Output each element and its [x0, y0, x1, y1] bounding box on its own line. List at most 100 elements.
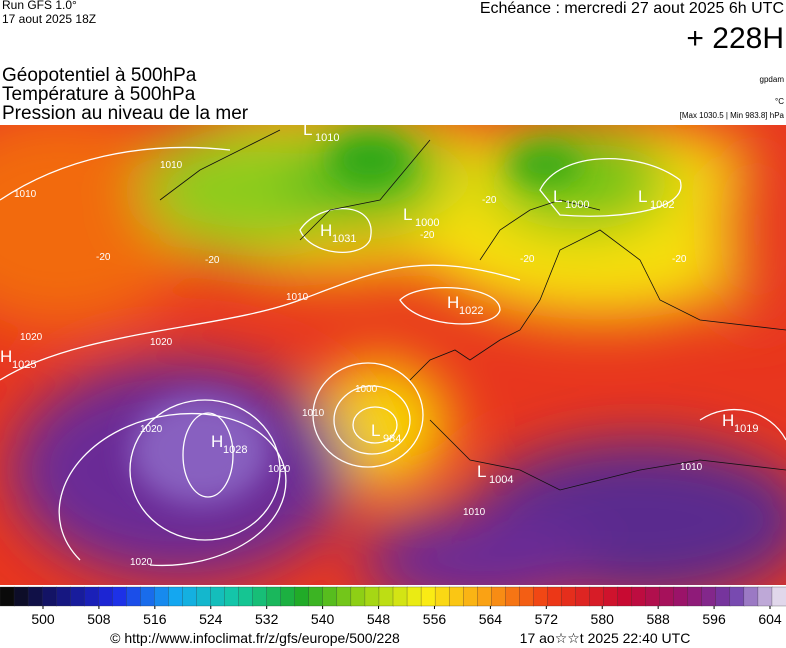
isobar-label: 1000	[355, 384, 378, 395]
colorbar-swatch	[701, 586, 717, 607]
pressure-center-type: H	[447, 293, 459, 312]
colorbar-swatch	[168, 586, 184, 607]
colorbar-swatch	[70, 586, 85, 607]
pressure-center-value: 1000	[565, 199, 589, 211]
isobar-label: -20	[205, 255, 220, 266]
colorbar-tick-label: 508	[87, 611, 111, 627]
colorbar-swatch	[715, 586, 731, 607]
isobar-label: 1020	[140, 424, 163, 435]
isobar-label: -20	[520, 254, 535, 265]
pressure-center-type: H	[722, 411, 734, 430]
colorbar-swatch	[98, 586, 113, 607]
colorbar-swatch	[294, 586, 310, 607]
isobar-label: -20	[672, 254, 687, 265]
colorbar-tick-label: 604	[758, 611, 782, 627]
pressure-center-value: 1002	[650, 199, 674, 211]
isobar-label: 1010	[286, 292, 309, 303]
source-credit: © http://www.infoclimat.fr/z/gfs/europe/…	[110, 630, 400, 646]
pressure-center-type: H	[0, 347, 12, 366]
pressure-center-value: 1004	[489, 474, 513, 486]
colorbar-swatch	[603, 586, 619, 607]
colorbar-swatch	[687, 586, 703, 607]
pressure-center-value: 1031	[332, 233, 356, 245]
colorbar-swatch	[322, 586, 338, 607]
colorbar-swatch	[392, 586, 408, 607]
unit-label: [Max 1030.5 | Min 983.8] hPa	[680, 111, 785, 120]
isobars	[0, 146, 786, 567]
colorbar-tick-label: 540	[311, 611, 335, 627]
pressure-center-value: 1010	[315, 132, 339, 144]
colorbar-tick-label: 556	[423, 611, 447, 627]
isobar-label: 1020	[268, 464, 291, 475]
colorbar-swatch	[364, 586, 380, 607]
colorbar-swatch	[673, 586, 689, 607]
colorbar-tick-label: 572	[535, 611, 559, 627]
coastlines	[159, 129, 786, 491]
isobar-label: 1010	[302, 408, 325, 419]
run-date: 17 aout 2025 18Z	[2, 12, 96, 26]
isobar-label: 1020	[130, 557, 153, 568]
colorbar-swatch	[589, 586, 605, 607]
pressure-center-type: H	[320, 221, 332, 240]
colorbar-swatch	[631, 586, 647, 607]
valid-time: Echéance : mercredi 27 aout 2025 6h UTC	[480, 0, 784, 17]
colorbar-swatch	[505, 586, 520, 607]
colorbar-swatch	[55, 586, 71, 607]
colorbar-swatch	[41, 586, 57, 607]
colorbar-swatch	[645, 586, 661, 607]
field-label: Géopotentiel à 500hPa	[2, 65, 197, 86]
isobar-label: -20	[420, 230, 435, 241]
pressure-center-type: L	[638, 187, 647, 206]
pressure-center-type: L	[303, 120, 312, 139]
colorbar-swatch	[575, 586, 591, 607]
isobar-label: 1010	[160, 160, 183, 171]
pressure-center-value: 1028	[223, 444, 247, 456]
isobar-label: -20	[482, 195, 497, 206]
colorbar-tick-label: 524	[199, 611, 223, 627]
colorbar-swatch	[561, 586, 577, 607]
pressure-center-value: 1000	[415, 217, 439, 229]
colorbar-swatch	[533, 586, 549, 607]
colorbar-swatch	[154, 586, 170, 607]
colorbar-swatch	[420, 586, 436, 607]
colorbar-swatch	[27, 586, 43, 607]
isobar-label: 1010	[14, 189, 37, 200]
colorbar-swatch	[224, 586, 240, 607]
colorbar-swatch	[448, 586, 464, 607]
colorbar-swatch	[519, 586, 535, 607]
colorbar-swatch	[238, 586, 254, 607]
colorbar-swatch	[210, 586, 226, 607]
pressure-center-value: 1019	[734, 423, 758, 435]
isobar-label: 1020	[20, 332, 43, 343]
colorbar-swatch	[350, 586, 366, 607]
colorbar-tick-label: 548	[367, 611, 391, 627]
colorbar-tick-label: 596	[702, 611, 726, 627]
colorbar-swatch	[743, 586, 759, 607]
pressure-center-value: 1022	[459, 305, 483, 317]
colorbar-swatch	[126, 586, 142, 607]
isobar-label: -20	[96, 252, 111, 263]
pressure-center-type: L	[553, 187, 562, 206]
colorbar-swatch	[0, 586, 15, 607]
colorbar-swatch	[757, 586, 773, 607]
colorbar-swatch	[140, 586, 156, 607]
colorbar-swatch	[13, 586, 29, 607]
unit-label: gpdam	[760, 75, 785, 84]
colorbar-tick-label: 588	[646, 611, 670, 627]
pressure-center-type: L	[477, 462, 486, 481]
lead-time: + 228H	[686, 22, 784, 55]
colorbar-swatch	[771, 586, 786, 607]
colorbar-swatch	[434, 586, 450, 607]
pressure-center-value: 984	[383, 433, 401, 445]
unit-label: °C	[775, 97, 784, 106]
colorbar-swatch	[491, 586, 506, 607]
pressure-center-type: L	[371, 421, 380, 440]
field-label: Pression au niveau de la mer	[2, 103, 249, 124]
colorbar-swatch	[182, 586, 198, 607]
colorbar-swatch	[84, 586, 99, 607]
colorbar-swatch	[196, 586, 212, 607]
colorbar-tick-label: 516	[143, 611, 167, 627]
colorbar-tick-label: 532	[255, 611, 279, 627]
colorbar-swatch	[112, 586, 127, 607]
